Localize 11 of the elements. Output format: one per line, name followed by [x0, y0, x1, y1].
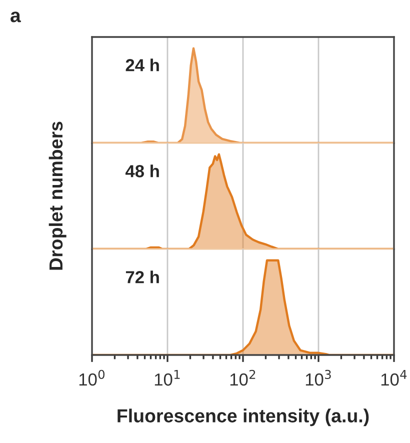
x-tick-label: 10$^{3}$	[306, 370, 331, 386]
x-tick-label: 10$^{0}$	[79, 370, 105, 386]
x-axis-title: Fluorescence intensity (a.u.)	[118, 408, 369, 426]
text: a	[10, 12, 21, 22]
y-axis-title: Droplet numbers	[48, 122, 66, 270]
series-label: 24 h	[126, 58, 159, 72]
text: 48 h	[125, 164, 159, 178]
text: 72 h	[126, 270, 159, 284]
x-tick-label: 10$^{2}$	[230, 370, 256, 386]
x-tick-label: 10$^{4}$	[381, 370, 407, 386]
x-tick-label: 10$^{1}$	[154, 370, 180, 386]
